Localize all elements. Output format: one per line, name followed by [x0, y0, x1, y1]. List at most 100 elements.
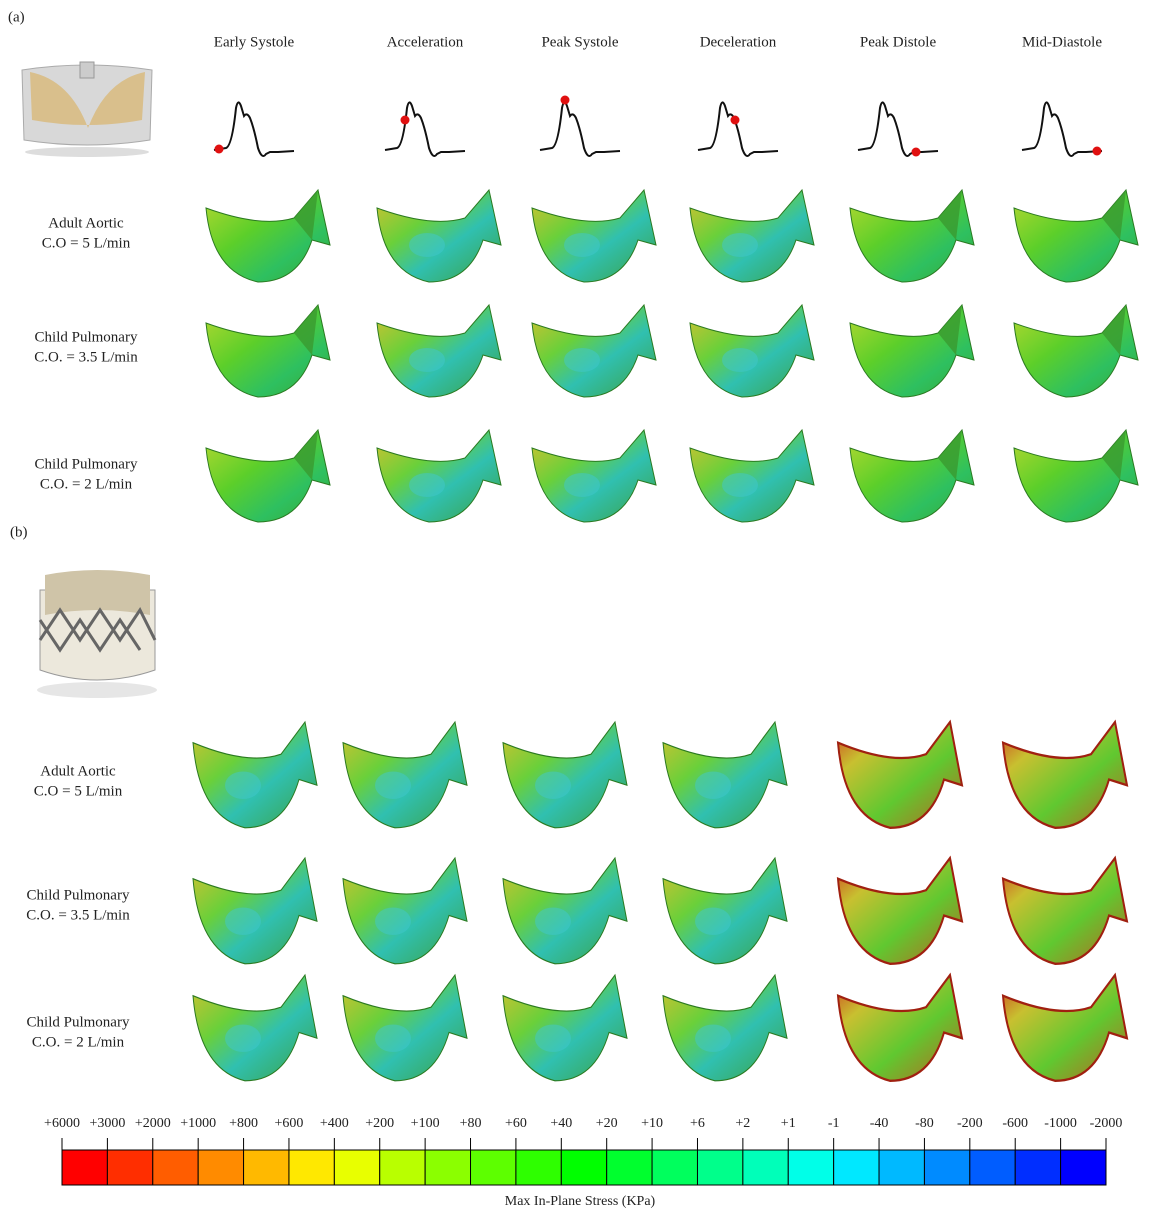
colorbar-label: +6	[690, 1116, 705, 1131]
colorbar-label: +400	[320, 1116, 349, 1131]
colorbar-segment	[471, 1150, 516, 1185]
colorbar-segment	[924, 1150, 969, 1185]
leaflet-render	[838, 858, 962, 964]
colorbar-segment	[62, 1150, 107, 1185]
colorbar-label: +80	[460, 1116, 482, 1131]
colorbar-label: +20	[596, 1116, 618, 1131]
waveform	[858, 102, 938, 156]
colorbar-segment	[970, 1150, 1015, 1185]
waveform-curve	[858, 102, 938, 156]
column-header: Mid-Diastole	[1022, 34, 1102, 50]
colorbar-label: -1000	[1044, 1116, 1077, 1131]
colorbar-segment	[380, 1150, 425, 1185]
colorbar-segment	[244, 1150, 289, 1185]
colorbar-label: -200	[957, 1116, 983, 1131]
row-label: Adult Aortic	[40, 763, 116, 779]
leaflet-render	[1014, 430, 1138, 522]
leaflet-render	[690, 430, 814, 522]
column-header: Peak Systole	[541, 34, 618, 50]
leaflet-render	[343, 975, 467, 1081]
row-label: C.O. = 2 L/min	[32, 1034, 125, 1050]
colorbar-label: +100	[411, 1116, 440, 1131]
leaflet-render	[193, 722, 317, 828]
leaflet-render	[850, 430, 974, 522]
figure: (a)(b)Early SystoleAccelerationPeak Syst…	[0, 0, 1157, 1213]
colorbar-title: Max In-Plane Stress (KPa)	[505, 1194, 656, 1209]
leaflet-render	[663, 975, 787, 1081]
phase-dot	[1093, 147, 1102, 156]
colorbar-label: -80	[915, 1116, 934, 1131]
phase-dot	[215, 145, 224, 154]
leaflet-render	[838, 722, 962, 828]
leaflet-render	[343, 722, 467, 828]
colorbar-label: -40	[870, 1116, 889, 1131]
colorbar-label: +2000	[135, 1116, 171, 1131]
colorbar-segment	[743, 1150, 788, 1185]
waveform-curve	[540, 102, 620, 156]
colorbar-segment	[1015, 1150, 1060, 1185]
valve-illustration-b	[37, 570, 157, 698]
waveform	[540, 96, 620, 157]
row-label: Child Pulmonary	[35, 329, 138, 345]
colorbar-segment	[334, 1150, 379, 1185]
leaflet-render	[206, 305, 330, 397]
colorbar-label: -1	[828, 1116, 840, 1131]
colorbar-segment	[788, 1150, 833, 1185]
row-label: Adult Aortic	[48, 215, 124, 231]
panel-label: (b)	[10, 524, 28, 540]
colorbar-segment	[198, 1150, 243, 1185]
colorbar: +6000+3000+2000+1000+800+600+400+200+100…	[44, 1116, 1122, 1209]
colorbar-segment	[652, 1150, 697, 1185]
waveform	[385, 102, 465, 156]
row-label: C.O = 5 L/min	[34, 783, 123, 799]
column-header: Deceleration	[700, 34, 777, 50]
valve-illustration-a	[22, 62, 152, 157]
colorbar-label: -600	[1002, 1116, 1028, 1131]
waveform	[1022, 102, 1102, 156]
waveform-curve	[1022, 102, 1102, 156]
leaflet-render	[377, 305, 501, 397]
colorbar-label: +1	[781, 1116, 796, 1131]
colorbar-label: +200	[365, 1116, 394, 1131]
colorbar-segment	[107, 1150, 152, 1185]
column-header: Early Systole	[214, 34, 295, 50]
colorbar-label: +800	[229, 1116, 258, 1131]
colorbar-label: +40	[550, 1116, 572, 1131]
phase-dot	[401, 116, 410, 125]
colorbar-label: +3000	[89, 1116, 125, 1131]
leaflet-render	[838, 975, 962, 1081]
leaflet-render	[1003, 975, 1127, 1081]
colorbar-label: +10	[641, 1116, 663, 1131]
leaflet-render	[206, 190, 330, 282]
leaflet-render	[193, 858, 317, 964]
leaflet-render	[690, 190, 814, 282]
colorbar-segment	[425, 1150, 470, 1185]
colorbar-label: +1000	[180, 1116, 216, 1131]
phase-dot	[731, 116, 740, 125]
phase-dot	[912, 148, 921, 157]
leaflet-render	[1003, 722, 1127, 828]
colorbar-label: +60	[505, 1116, 527, 1131]
column-header: Peak Distole	[860, 34, 937, 50]
leaflet-render	[532, 190, 656, 282]
leaflet-render	[532, 430, 656, 522]
colorbar-segment	[879, 1150, 924, 1185]
waveform-curve	[385, 102, 465, 156]
leaflet-render	[1014, 190, 1138, 282]
leaflet-render	[850, 305, 974, 397]
column-header: Acceleration	[387, 34, 464, 50]
colorbar-segment	[153, 1150, 198, 1185]
colorbar-segment	[697, 1150, 742, 1185]
leaflet-render	[663, 722, 787, 828]
leaflet-render	[850, 190, 974, 282]
leaflet-render	[1003, 858, 1127, 964]
phase-dot	[561, 96, 570, 105]
colorbar-segment	[561, 1150, 606, 1185]
colorbar-segment	[289, 1150, 334, 1185]
row-label: Child Pulmonary	[35, 456, 138, 472]
colorbar-segment	[834, 1150, 879, 1185]
waveform-curve	[698, 102, 778, 156]
colorbar-label: -2000	[1090, 1116, 1123, 1131]
leaflet-render	[343, 858, 467, 964]
waveform	[698, 102, 778, 156]
